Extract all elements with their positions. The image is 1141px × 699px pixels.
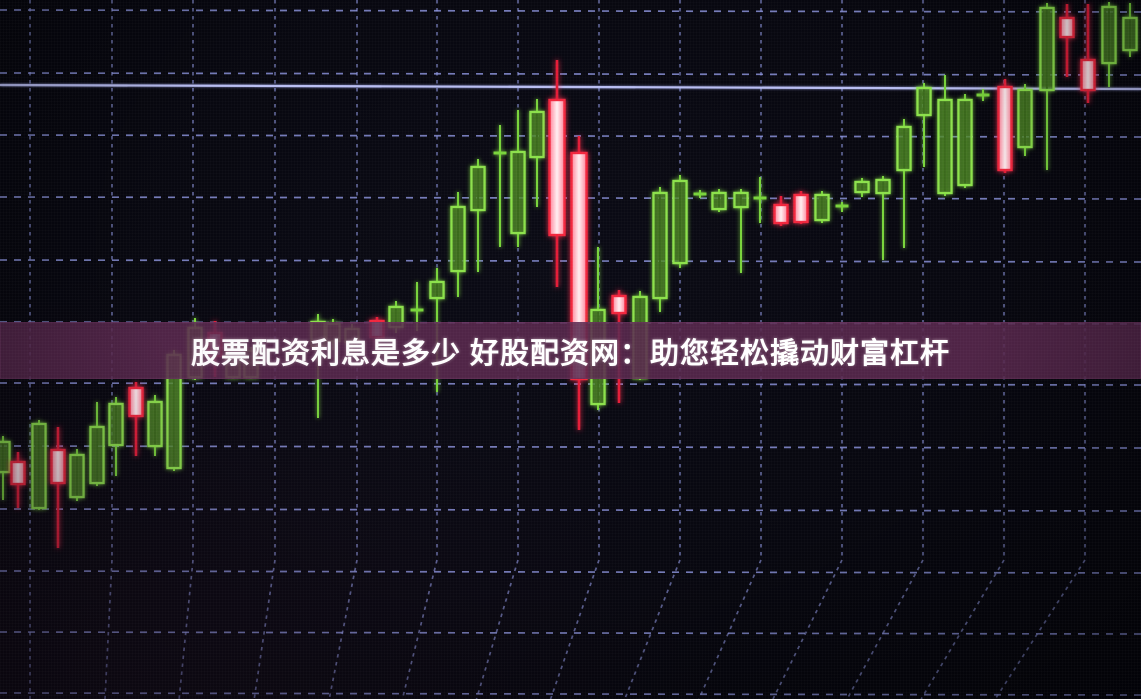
banner-title: 股票配资利息是多少 好股配资网：助您轻松撬动财富杠杆: [190, 337, 951, 370]
candles-layer: [0, 2, 1138, 548]
title-banner: 股票配资利息是多少 好股配资网：助您轻松撬动财富杠杆: [0, 322, 1141, 379]
